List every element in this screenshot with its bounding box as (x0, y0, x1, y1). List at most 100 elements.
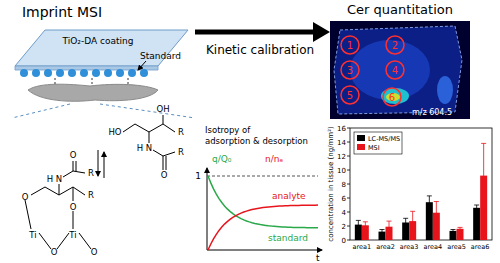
standard-label: Standard (140, 51, 181, 61)
quant-title: Cer quantitation (347, 2, 453, 17)
atom-label: R (88, 190, 94, 200)
kinetics-y-tick: 1 (195, 171, 201, 181)
atom-label: Ti (28, 230, 36, 240)
region-number: 2 (392, 40, 398, 51)
kinetics-right-label: n/nₑ (265, 154, 283, 164)
bond (73, 187, 74, 201)
bond (59, 187, 73, 195)
x-tick-label: area2 (376, 243, 395, 251)
y-tick (347, 184, 350, 185)
bond (79, 233, 91, 249)
bond (73, 161, 74, 171)
atom-label: O (91, 247, 98, 257)
kinetics-level (207, 176, 318, 177)
y-tick-label: 2 (342, 223, 346, 231)
legend-swatch (357, 135, 365, 141)
x-tick-label: area4 (424, 243, 443, 251)
standard-dot (32, 69, 40, 77)
bond (153, 150, 163, 156)
y-tick (347, 240, 350, 241)
coating-label: TiO₂-DA coating (62, 36, 134, 46)
bond (63, 171, 73, 177)
calibration-arrow-head (313, 22, 330, 42)
standard-dot (140, 69, 148, 77)
bar (473, 208, 480, 240)
y-tick-label: 4 (342, 209, 347, 217)
y-tick-label: 0 (342, 237, 346, 245)
region-circle (386, 36, 404, 54)
kinetics-x-label: t (316, 253, 320, 263)
standard-dot (104, 69, 112, 77)
bond (31, 187, 45, 195)
error-bar (410, 211, 415, 231)
bond (135, 124, 149, 132)
ms-image (330, 21, 470, 119)
atom-label: R (178, 147, 184, 157)
y-tick-label: 16 (337, 125, 346, 133)
equilibrium-arrow (104, 152, 105, 178)
region-number: 5 (347, 90, 353, 101)
standard-dot (128, 69, 136, 77)
atom-label: R (178, 127, 184, 137)
region-circle (386, 61, 404, 79)
standard-arrow (138, 61, 146, 70)
region-number: 4 (392, 65, 398, 76)
calibration-arrow (195, 30, 315, 35)
bond (73, 187, 85, 195)
kinetics-x-axis (207, 250, 322, 251)
atom-label: Ti (68, 230, 76, 240)
bond (163, 124, 175, 132)
bond (45, 187, 59, 195)
region-number: 6 (389, 92, 395, 103)
atom-label: O (51, 247, 58, 257)
atom-label: O (22, 192, 29, 202)
bond (163, 156, 164, 170)
error-bar (434, 202, 439, 224)
bars (355, 143, 487, 240)
y-tick-label: 10 (337, 167, 346, 175)
x-tick-label: area6 (471, 243, 490, 251)
atom-label: HO (108, 127, 121, 137)
tissue (28, 84, 158, 101)
y-tick (347, 156, 350, 157)
standard-dot (56, 69, 64, 77)
bond (76, 161, 77, 171)
analyte-curve (208, 205, 318, 250)
kinetics-y-axis (207, 168, 208, 250)
y-tick (347, 142, 350, 143)
zoom-line (100, 104, 195, 118)
x-tick-label: area5 (447, 243, 466, 251)
error-bar (451, 230, 456, 233)
error-bar (474, 205, 479, 211)
error-bar (356, 220, 361, 228)
y-tick-label: 8 (342, 181, 346, 189)
bond (149, 132, 150, 143)
y-axis-label: concentration in tissue (ng/mm²) (327, 126, 335, 242)
region-circle (341, 61, 359, 79)
calibration-label: Kinetic calibration (206, 43, 314, 57)
legend-label: LC-MS/MS (368, 135, 400, 143)
transfer-arrow (55, 78, 56, 86)
standard-label: standard (268, 233, 308, 243)
analyte-label: analyte (272, 191, 306, 201)
atom-label: H (47, 174, 53, 184)
region-circle (383, 88, 401, 106)
error-bar (458, 227, 463, 230)
bond (163, 152, 175, 156)
plot-frame (350, 128, 492, 240)
zoom-line (12, 104, 70, 118)
atom-label: O (70, 150, 77, 160)
plate (15, 30, 188, 66)
atom-label: N (56, 174, 62, 184)
standard-dot (44, 69, 52, 77)
y-tick (347, 198, 350, 199)
error-bar (403, 218, 408, 226)
standard-dot (80, 69, 88, 77)
standard-dot (68, 69, 76, 77)
graphical-abstract: Imprint MSITiO₂-DA coatingStandardKineti… (0, 0, 500, 263)
error-bar (387, 221, 392, 232)
ion-label: m/z 604.5 (412, 108, 452, 117)
legend-label: MSI (368, 144, 380, 152)
atom-label: O (70, 202, 77, 212)
bar-chart: 0246810121416concentration in tissue (ng… (327, 125, 492, 252)
